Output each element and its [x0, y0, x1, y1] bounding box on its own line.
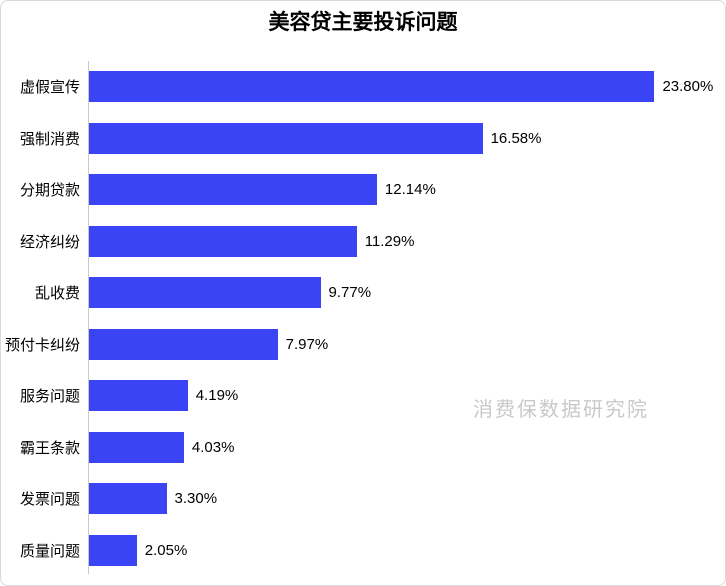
category-label: 发票问题 — [19, 491, 80, 509]
bar-segment — [88, 225, 357, 257]
bar-segment — [88, 534, 137, 566]
category-label: 经济纠纷 — [19, 233, 80, 251]
bar-row: 经济纠纷 11.29% — [1, 216, 725, 268]
bar-row: 分期贷款 12.14% — [1, 164, 725, 216]
category-label: 质量问题 — [19, 542, 80, 560]
bar-track: 9.77% — [88, 277, 725, 309]
bar-row: 霸王条款 4.03% — [1, 422, 725, 474]
bar-row: 预付卡纠纷 7.97% — [1, 319, 725, 371]
bar-segment — [88, 483, 167, 515]
value-label: 7.97% — [285, 335, 329, 353]
bar-segment — [88, 431, 184, 463]
category-label: 预付卡纠纷 — [4, 336, 80, 354]
value-label: 11.29% — [364, 232, 415, 250]
value-label: 4.19% — [195, 387, 239, 405]
value-label: 3.30% — [174, 490, 218, 508]
bar-segment — [88, 174, 377, 206]
bar-segment — [88, 328, 278, 360]
bar-track: 12.14% — [88, 174, 725, 206]
value-label: 2.05% — [144, 541, 188, 559]
value-label: 4.03% — [191, 438, 235, 456]
bar-row: 乱收费 9.77% — [1, 267, 725, 319]
bar-row: 质量问题 2.05% — [1, 525, 725, 577]
y-axis-line — [88, 61, 89, 574]
category-label: 分期贷款 — [19, 182, 80, 200]
bar-segment — [88, 277, 321, 309]
bar-segment — [88, 122, 483, 154]
bar-row: 强制消费 16.58% — [1, 113, 725, 165]
chart-title: 美容贷主要投诉问题 — [268, 11, 458, 34]
bar-track: 23.80% — [88, 71, 725, 103]
bar-row: 发票问题 3.30% — [1, 473, 725, 525]
bar-track: 4.03% — [88, 431, 725, 463]
bar-track: 7.97% — [88, 328, 725, 360]
value-label: 23.80% — [662, 78, 714, 96]
category-label: 霸王条款 — [19, 439, 80, 457]
category-label: 乱收费 — [34, 285, 80, 303]
bar-row: 虚假宣传 23.80% — [1, 61, 725, 113]
bar-track: 3.30% — [88, 483, 725, 515]
bar-segment — [88, 380, 188, 412]
bar-row: 服务问题 4.19% — [1, 370, 725, 422]
bar-chart: 虚假宣传 23.80% 强制消费 16.58% 分期贷款 12.14% 经济纠纷 11.29%… — [1, 61, 725, 576]
bar-track: 11.29% — [88, 225, 725, 257]
value-label: 16.58% — [490, 129, 542, 147]
category-label: 服务问题 — [19, 388, 80, 406]
bar-track: 4.19% — [88, 380, 725, 412]
bar-segment — [88, 71, 655, 103]
bar-track: 2.05% — [88, 534, 725, 566]
category-label: 虚假宣传 — [19, 79, 80, 97]
value-label: 12.14% — [384, 181, 436, 199]
category-label: 强制消费 — [19, 130, 80, 148]
value-label: 9.77% — [328, 284, 372, 302]
bar-track: 16.58% — [88, 122, 725, 154]
